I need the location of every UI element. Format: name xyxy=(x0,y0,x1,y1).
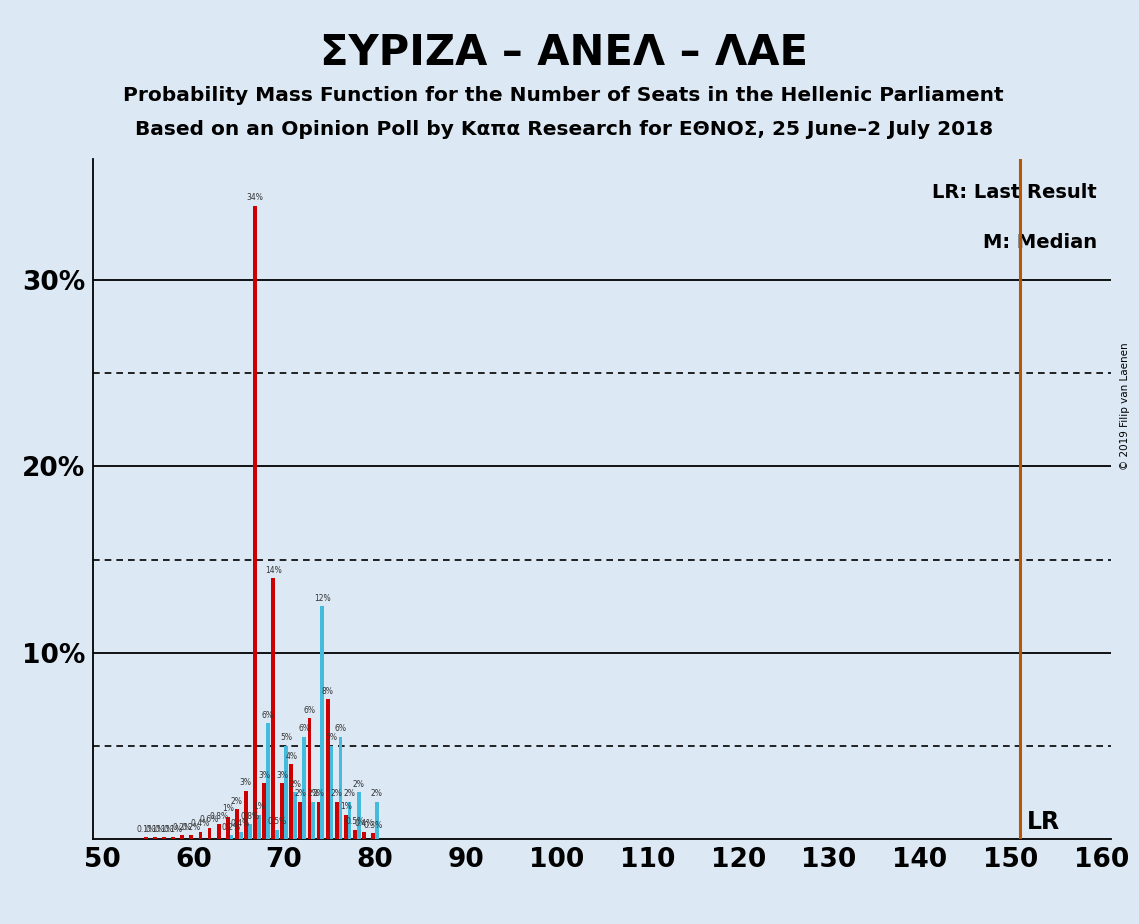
Bar xyxy=(257,815,261,839)
Text: 0.2%: 0.2% xyxy=(222,823,241,832)
Bar xyxy=(353,830,357,839)
Text: Based on an Opinion Poll by Kαπα Research for EΘΝΟΣ, 25 June–2 July 2018: Based on an Opinion Poll by Kαπα Researc… xyxy=(134,120,993,140)
Text: © 2019 Filip van Laenen: © 2019 Filip van Laenen xyxy=(1120,343,1130,470)
Text: 0.8%: 0.8% xyxy=(240,811,260,821)
Text: 6%: 6% xyxy=(303,706,316,714)
Text: 14%: 14% xyxy=(264,565,281,575)
Bar xyxy=(171,837,175,839)
Text: 1%: 1% xyxy=(222,804,233,813)
Bar xyxy=(326,699,329,839)
Bar xyxy=(357,793,361,839)
Bar xyxy=(274,830,279,839)
Bar xyxy=(262,784,265,839)
Text: 6%: 6% xyxy=(335,724,346,733)
Text: 5%: 5% xyxy=(326,734,337,743)
Bar xyxy=(153,837,157,839)
Text: LR: Last Result: LR: Last Result xyxy=(932,183,1097,202)
Text: 2%: 2% xyxy=(330,789,343,798)
Bar xyxy=(329,746,334,839)
Bar xyxy=(302,736,306,839)
Bar xyxy=(371,833,375,839)
Bar xyxy=(244,791,248,839)
Text: 1%: 1% xyxy=(253,802,264,811)
Text: 0.5%: 0.5% xyxy=(345,818,364,826)
Text: LR: LR xyxy=(1027,810,1060,834)
Text: 0.2%: 0.2% xyxy=(173,823,191,832)
Bar xyxy=(308,718,311,839)
Bar xyxy=(253,205,257,839)
Bar xyxy=(265,723,270,839)
Text: 12%: 12% xyxy=(314,594,330,602)
Text: 34%: 34% xyxy=(246,193,263,202)
Text: 0.4%: 0.4% xyxy=(191,820,210,828)
Bar xyxy=(298,802,302,839)
Text: 3%: 3% xyxy=(259,771,270,780)
Bar xyxy=(338,736,343,839)
Text: 3%: 3% xyxy=(240,778,252,787)
Text: 2%: 2% xyxy=(312,789,325,798)
Text: 0.4%: 0.4% xyxy=(354,820,374,828)
Text: 3%: 3% xyxy=(276,771,288,780)
Bar xyxy=(189,835,194,839)
Bar xyxy=(271,578,274,839)
Text: 4%: 4% xyxy=(285,752,297,761)
Text: 8%: 8% xyxy=(321,687,334,696)
Bar xyxy=(180,835,185,839)
Text: M: Median: M: Median xyxy=(983,234,1097,252)
Text: 5%: 5% xyxy=(280,734,292,743)
Text: 0.8%: 0.8% xyxy=(210,811,228,821)
Text: 0.5%: 0.5% xyxy=(268,818,287,826)
Text: 6%: 6% xyxy=(262,711,273,720)
Text: 2%: 2% xyxy=(231,796,243,806)
Bar xyxy=(144,837,148,839)
Text: 0.1%: 0.1% xyxy=(146,825,165,833)
Bar xyxy=(375,802,379,839)
Bar xyxy=(226,817,230,839)
Text: 2%: 2% xyxy=(294,789,306,798)
Text: 6%: 6% xyxy=(298,724,310,733)
Text: 0.1%: 0.1% xyxy=(164,825,182,833)
Text: 0.4%: 0.4% xyxy=(231,820,251,828)
Bar xyxy=(216,824,221,839)
Bar xyxy=(347,802,352,839)
Text: 2%: 2% xyxy=(308,789,319,798)
Text: Probability Mass Function for the Number of Seats in the Hellenic Parliament: Probability Mass Function for the Number… xyxy=(123,86,1005,105)
Text: 2%: 2% xyxy=(289,780,301,789)
Text: 1%: 1% xyxy=(339,802,352,811)
Bar xyxy=(248,824,252,839)
Text: 2%: 2% xyxy=(353,780,364,789)
Bar xyxy=(207,828,212,839)
Bar xyxy=(362,832,366,839)
Bar xyxy=(335,802,338,839)
Text: 0.1%: 0.1% xyxy=(137,825,156,833)
Text: 0.6%: 0.6% xyxy=(200,816,219,824)
Bar xyxy=(293,793,297,839)
Bar xyxy=(162,837,166,839)
Bar xyxy=(289,764,293,839)
Bar xyxy=(284,746,288,839)
Bar xyxy=(344,815,347,839)
Bar xyxy=(311,802,316,839)
Bar xyxy=(280,784,284,839)
Bar xyxy=(239,832,243,839)
Text: 0.3%: 0.3% xyxy=(363,821,383,830)
Text: ΣΥΡΙΖΑ – ΑΝΕΛ – ΛΑΕ: ΣΥΡΙΖΑ – ΑΝΕΛ – ΛΑΕ xyxy=(320,32,808,74)
Bar xyxy=(235,809,239,839)
Bar xyxy=(230,835,233,839)
Text: 2%: 2% xyxy=(344,789,355,798)
Bar xyxy=(317,802,320,839)
Text: 0.1%: 0.1% xyxy=(155,825,174,833)
Text: 0.2%: 0.2% xyxy=(182,823,200,832)
Text: 2%: 2% xyxy=(371,789,383,798)
Bar xyxy=(320,606,325,839)
Bar xyxy=(198,832,203,839)
